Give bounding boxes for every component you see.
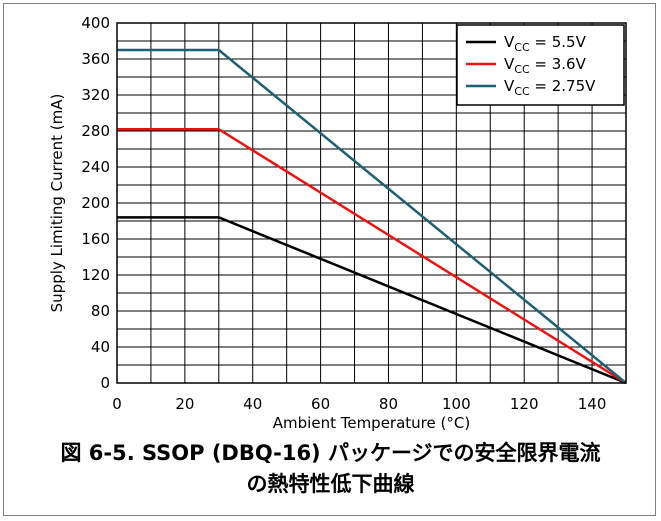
x-tick-label: 120 (510, 395, 539, 413)
x-tick-label: 40 (243, 395, 262, 413)
y-tick-label: 120 (81, 266, 110, 284)
y-axis-title: Supply Limiting Current (mA) (48, 94, 66, 313)
x-tick-label: 20 (175, 395, 194, 413)
x-tick-label: 100 (442, 395, 471, 413)
x-tick-label: 140 (578, 395, 607, 413)
figure-caption: 図 6-5. SSOP (DBQ-16) パッケージでの安全限界電流 の熱特性低… (0, 438, 661, 500)
y-tick-label: 200 (81, 194, 110, 212)
x-tick-label: 0 (112, 395, 122, 413)
caption-line-2: の熱特性低下曲線 (246, 472, 415, 496)
series-line-3 (117, 48, 627, 384)
x-tick-label: 80 (379, 395, 398, 413)
caption-line-1: 図 6-5. SSOP (DBQ-16) パッケージでの安全限界電流 (60, 441, 601, 465)
x-tick-labels: 0 20 40 60 80 100 120 140 (112, 395, 606, 413)
derating-chart: 0 20 40 60 80 100 120 140 0 40 80 120 160 200 240 280 3… (48, 14, 627, 432)
series-line-2 (117, 127, 627, 385)
y-tick-label: 160 (81, 230, 110, 248)
x-tick-label: 60 (311, 395, 330, 413)
legend-label-1: VCC = 5.5V (504, 33, 587, 54)
y-tick-label: 40 (91, 338, 110, 356)
series-line-1 (117, 216, 627, 385)
chart-series (117, 48, 627, 385)
legend-label-3: VCC = 2.75V (504, 77, 596, 98)
x-axis-title: Ambient Temperature (°C) (273, 414, 470, 432)
y-tick-label: 400 (81, 14, 110, 32)
plot-border (116, 22, 627, 384)
y-tick-labels: 0 40 80 120 160 200 240 280 320 360 400 (81, 14, 110, 392)
y-tick-label: 360 (81, 50, 110, 68)
y-tick-label: 240 (81, 158, 110, 176)
y-tick-label: 320 (81, 86, 110, 104)
y-tick-label: 80 (91, 302, 110, 320)
y-tick-label: 0 (100, 374, 110, 392)
y-tick-label: 280 (81, 122, 110, 140)
legend-label-2: VCC = 3.6V (504, 55, 587, 76)
